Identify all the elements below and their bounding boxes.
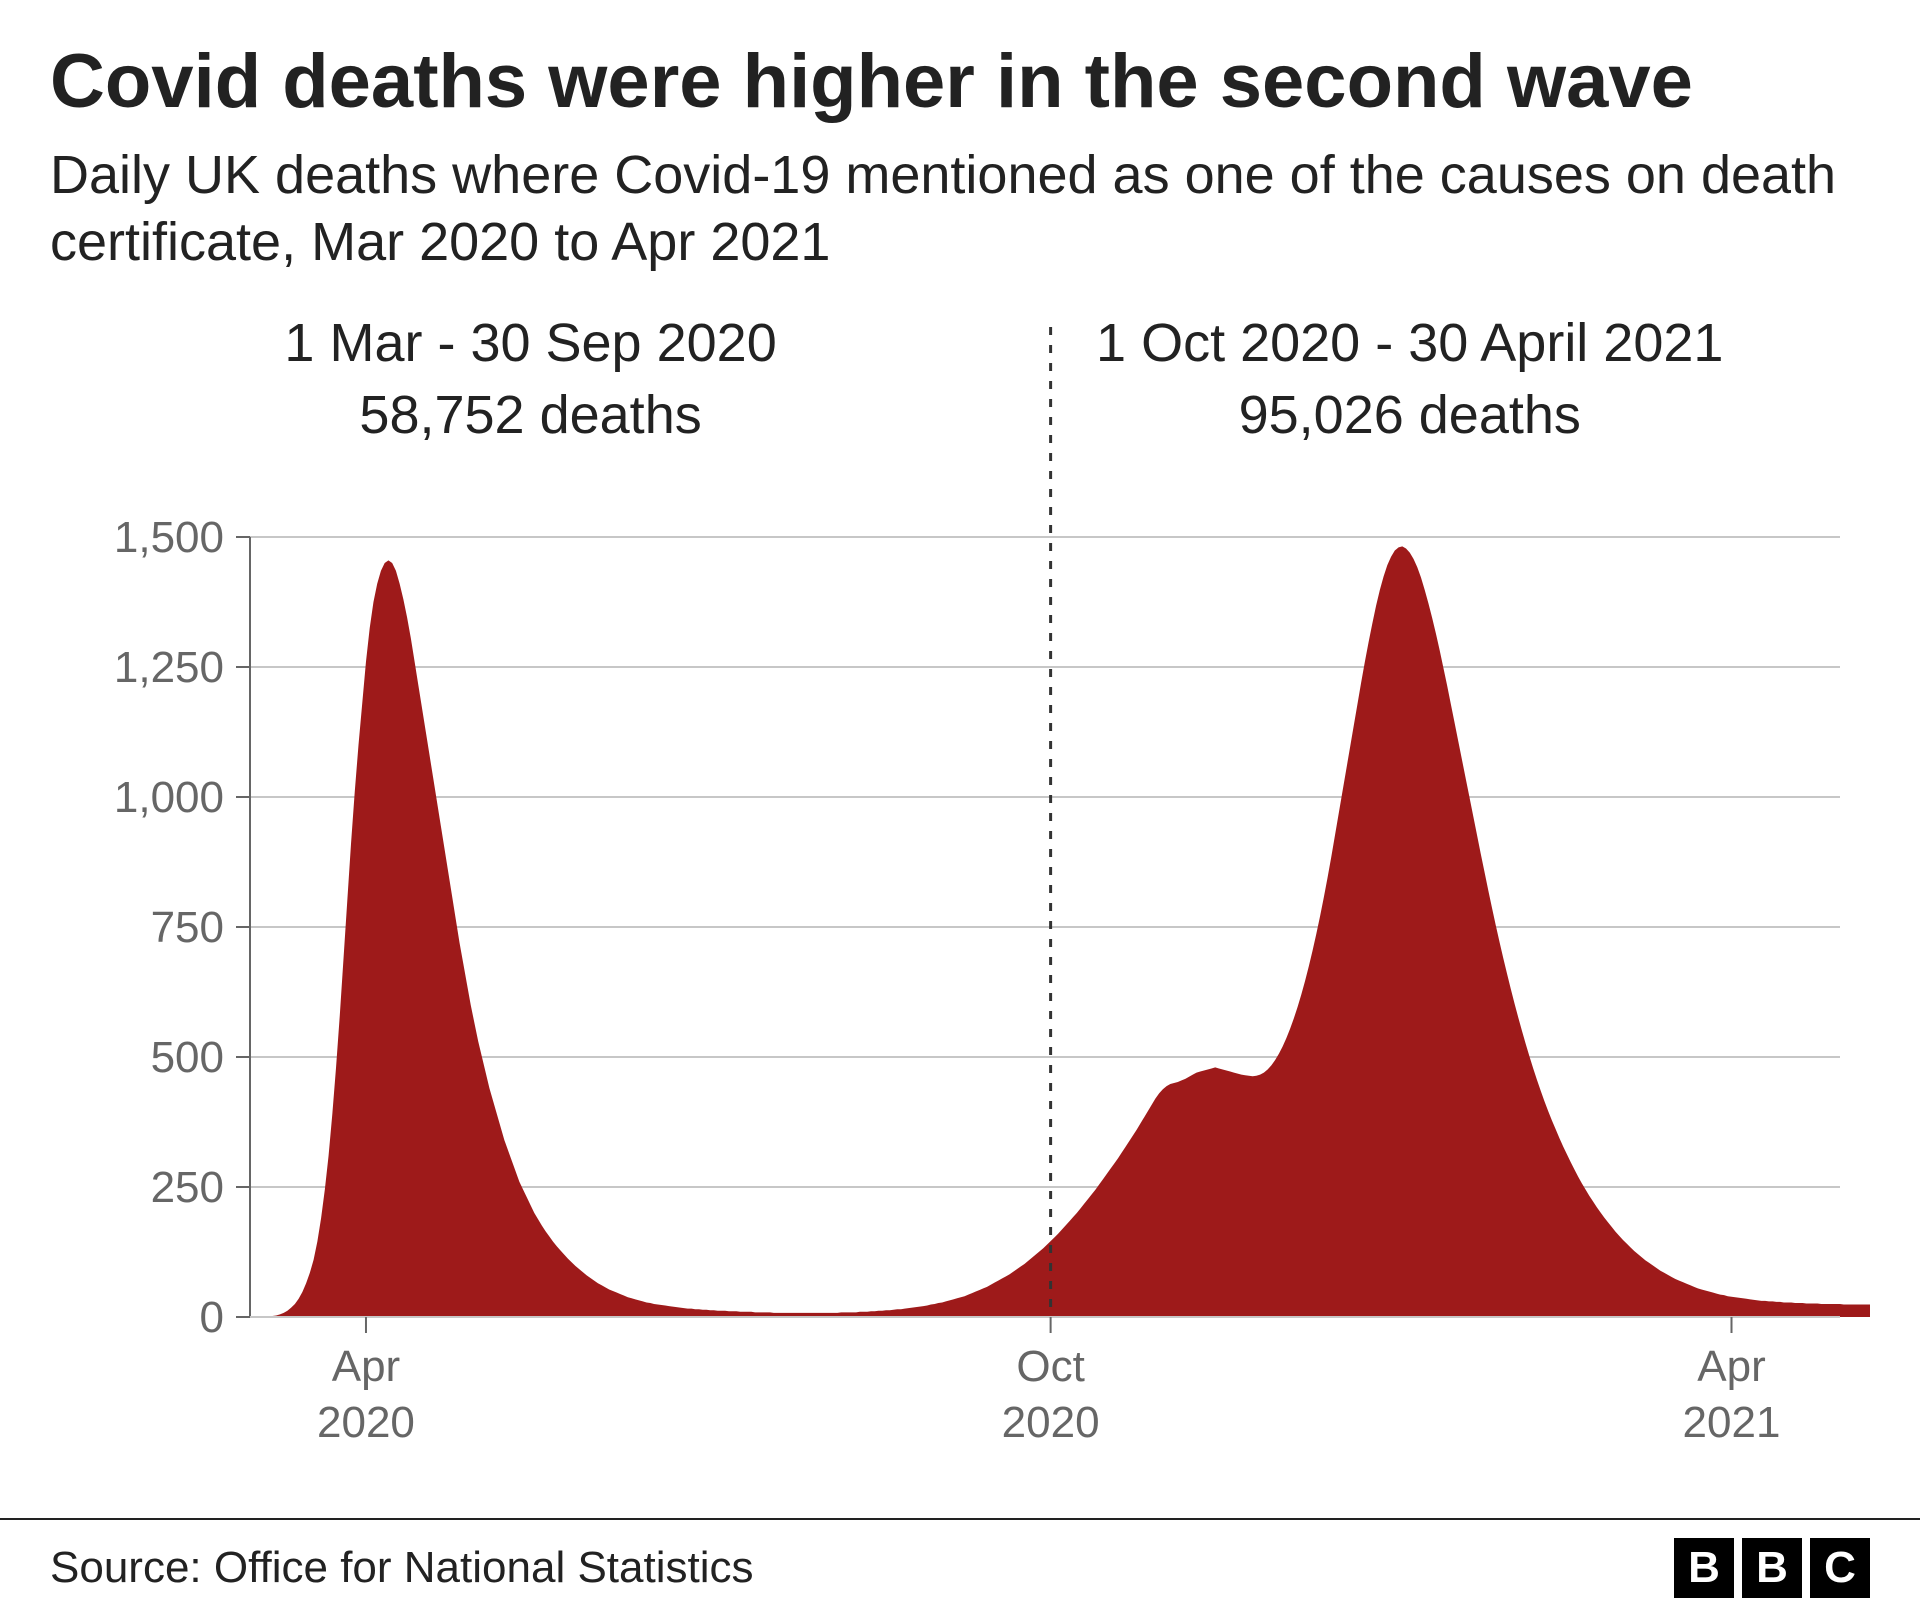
bbc-logo-letter: B xyxy=(1742,1538,1802,1598)
svg-text:500: 500 xyxy=(151,1033,224,1082)
svg-text:750: 750 xyxy=(151,903,224,952)
source-label: Source: Office for National Statistics xyxy=(50,1543,753,1593)
chart-container: Covid deaths were higher in the second w… xyxy=(0,0,1920,1620)
svg-text:2021: 2021 xyxy=(1683,1398,1781,1447)
svg-text:Apr: Apr xyxy=(332,1342,400,1391)
svg-text:1,000: 1,000 xyxy=(114,773,224,822)
wave2-range: 1 Oct 2020 - 30 April 2021 xyxy=(1010,307,1810,380)
wave1-range: 1 Mar - 30 Sep 2020 xyxy=(131,307,931,380)
chart-plot-area: 0 250 500 750 1,000 1,250 1,500 Apr 2020 Oct 2020 A… xyxy=(50,307,1870,1487)
chart-subtitle: Daily UK deaths where Covid-19 mentioned… xyxy=(50,142,1870,277)
svg-text:2020: 2020 xyxy=(1002,1398,1100,1447)
wave2-total: 95,026 deaths xyxy=(1010,379,1810,452)
svg-text:Oct: Oct xyxy=(1016,1342,1084,1391)
wave2-annotation: 1 Oct 2020 - 30 April 2021 95,026 deaths xyxy=(1010,307,1810,453)
chart-title: Covid deaths were higher in the second w… xyxy=(50,40,1870,124)
wave1-annotation: 1 Mar - 30 Sep 2020 58,752 deaths xyxy=(131,307,931,453)
svg-text:1,500: 1,500 xyxy=(114,513,224,562)
bbc-logo: B B C xyxy=(1674,1538,1870,1598)
wave1-total: 58,752 deaths xyxy=(131,379,931,452)
svg-text:250: 250 xyxy=(151,1163,224,1212)
svg-text:Apr: Apr xyxy=(1697,1342,1765,1391)
bbc-logo-letter: B xyxy=(1674,1538,1734,1598)
svg-text:0: 0 xyxy=(200,1293,224,1342)
chart-footer: Source: Office for National Statistics B… xyxy=(0,1518,1920,1620)
svg-text:1,250: 1,250 xyxy=(114,643,224,692)
area-chart-svg: 0 250 500 750 1,000 1,250 1,500 Apr 2020 Oct 2020 A… xyxy=(50,307,1870,1487)
svg-text:2020: 2020 xyxy=(317,1398,415,1447)
bbc-logo-letter: C xyxy=(1810,1538,1870,1598)
